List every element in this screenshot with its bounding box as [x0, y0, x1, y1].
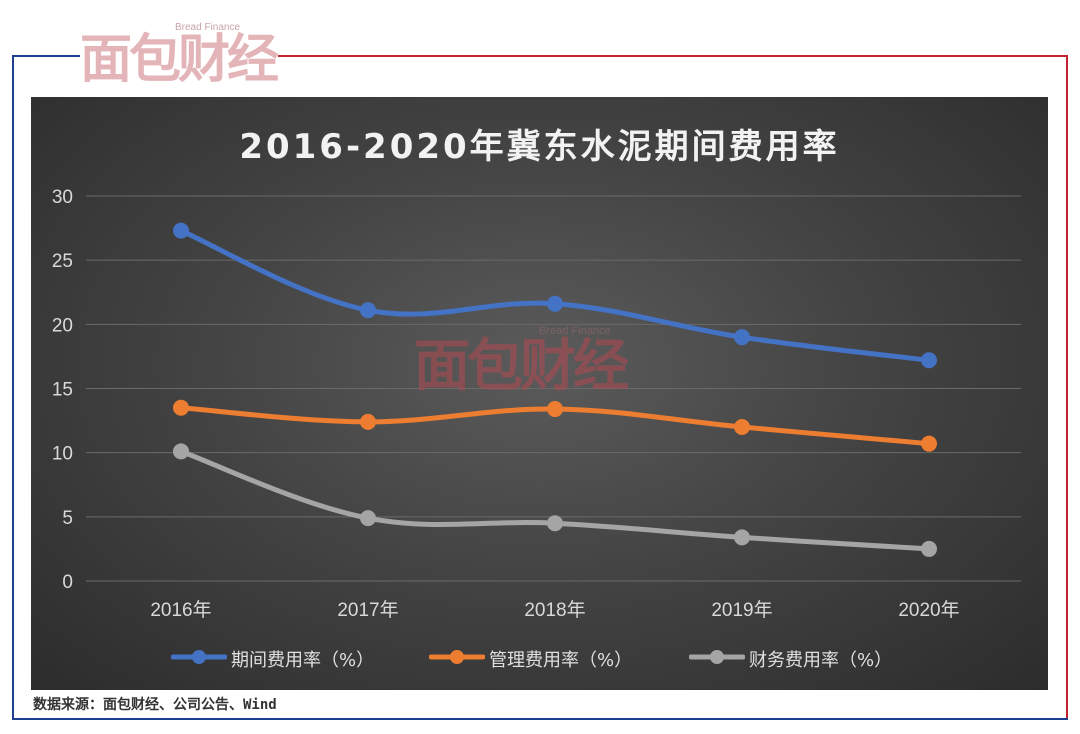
legend-item-finance-expense[interactable]: 财务费用率（%） [688, 642, 892, 672]
y-tick-label: 0 [62, 572, 73, 593]
legend-marker-2 [450, 650, 464, 664]
x-tick-label: 2018年 [524, 599, 585, 621]
series-line-3 [178, 448, 932, 552]
legend-marker-3 [710, 650, 724, 664]
legend-item-period-expense[interactable]: 期间费用率（%） [170, 642, 374, 672]
y-axis-ticks: 0 5 10 15 20 25 30 [52, 187, 73, 593]
watermark: Bread Finance 面包财经 [414, 325, 674, 405]
legend-marker-1 [192, 650, 206, 664]
legend-swatch-admin-expense [428, 650, 486, 664]
data-point[interactable] [921, 540, 937, 557]
frame-border-right [1066, 55, 1068, 720]
legend-swatch-finance-expense [688, 650, 746, 664]
data-point[interactable] [360, 302, 376, 319]
logo-subtitle: Bread Finance [175, 22, 241, 33]
data-point[interactable] [734, 329, 750, 346]
data-point[interactable] [921, 435, 937, 452]
legend-item-admin-expense[interactable]: 管理费用率（%） [428, 642, 632, 672]
series-1 [173, 222, 937, 369]
brand-logo: Bread Finance 面包财经 [80, 20, 279, 96]
series-2 [173, 399, 937, 452]
data-point[interactable] [547, 515, 563, 532]
data-point[interactable] [547, 295, 563, 312]
chart-panel: 2016-2020年冀东水泥期间费用率 0 5 10 15 20 25 30 2016年 20… [31, 97, 1048, 690]
chart-legend: 期间费用率（%） 管理费用率（%） 财务费用率（%） [170, 642, 971, 672]
data-point[interactable] [173, 222, 189, 239]
legend-label-admin-expense: 管理费用率（%） [489, 650, 633, 671]
frame-border-top-right [278, 55, 1068, 57]
series-group [173, 222, 937, 557]
line-chart: 0 5 10 15 20 25 30 2016年 2017年 2018年 2019年 2020年 [52, 187, 1021, 621]
data-point[interactable] [734, 529, 750, 546]
y-tick-label: 5 [62, 508, 73, 529]
frame-border-left [12, 55, 14, 720]
logo-text: 面包财经 [80, 30, 279, 90]
x-tick-label: 2019年 [711, 599, 772, 621]
legend-label-period-expense: 期间费用率（%） [231, 650, 375, 671]
series-3 [173, 443, 937, 557]
data-point[interactable] [173, 399, 189, 416]
frame-border-top-left [12, 55, 80, 57]
data-source-note: 数据来源：面包财经、公司公告、Wind [33, 697, 277, 713]
data-point[interactable] [547, 401, 563, 418]
legend-label-finance-expense: 财务费用率（%） [749, 650, 893, 671]
data-point[interactable] [360, 413, 376, 430]
y-tick-label: 25 [52, 251, 73, 272]
data-point[interactable] [360, 510, 376, 527]
x-tick-label: 2016年 [150, 599, 211, 621]
data-point[interactable] [921, 352, 937, 369]
data-point[interactable] [173, 443, 189, 460]
x-tick-label: 2017年 [337, 599, 398, 621]
x-axis-ticks: 2016年 2017年 2018年 2019年 2020年 [150, 599, 959, 621]
legend-swatch-period-expense [170, 650, 228, 664]
watermark-text: 面包财经 [414, 334, 629, 399]
frame-border-bottom [12, 718, 1068, 720]
watermark-subtitle: Bread Finance [539, 325, 611, 337]
y-tick-label: 10 [52, 444, 73, 465]
chart-title: 2016-2020年冀东水泥期间费用率 [239, 127, 840, 167]
x-tick-label: 2020年 [898, 599, 959, 621]
y-tick-label: 15 [52, 380, 73, 401]
y-tick-label: 30 [52, 187, 73, 208]
y-tick-label: 20 [52, 315, 73, 336]
data-point[interactable] [734, 419, 750, 435]
